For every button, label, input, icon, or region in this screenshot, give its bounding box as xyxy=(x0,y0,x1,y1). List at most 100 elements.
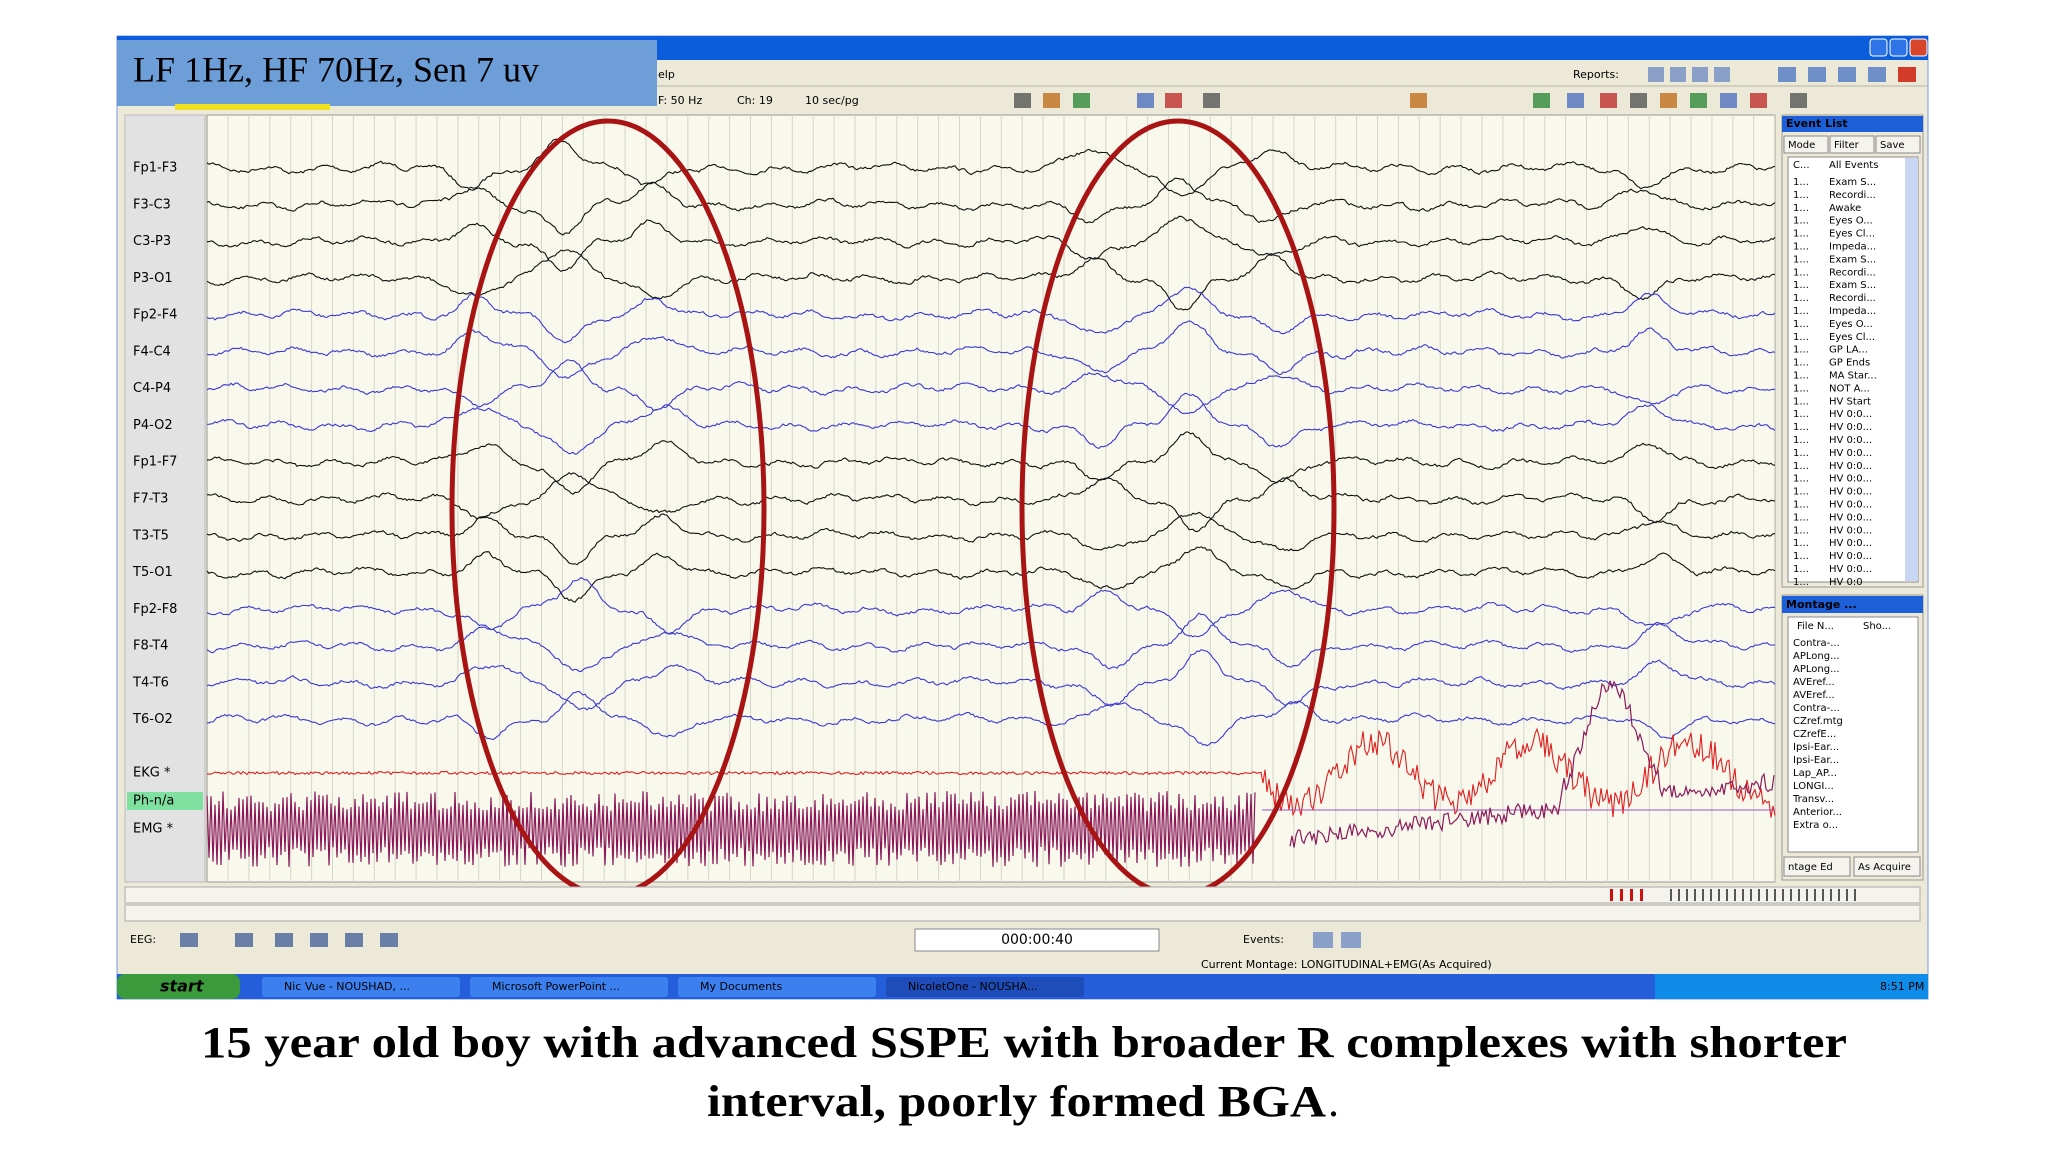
nav-button[interactable] xyxy=(310,933,328,947)
tool-icon[interactable] xyxy=(1137,93,1154,108)
tool-icon[interactable] xyxy=(1720,93,1737,108)
montage-item[interactable]: AVEref... xyxy=(1793,677,1835,688)
montage-item[interactable]: LONGI... xyxy=(1793,781,1834,792)
event-code[interactable]: 1... xyxy=(1793,383,1809,394)
event-code[interactable]: 1... xyxy=(1793,371,1809,382)
event-name[interactable]: Eyes O... xyxy=(1829,319,1873,330)
event-name[interactable]: HV 0:0... xyxy=(1829,409,1872,420)
toolbar-speed[interactable]: 10 sec/pg xyxy=(805,94,859,107)
event-name[interactable]: Eyes O... xyxy=(1829,216,1873,227)
event-name[interactable]: MA Star... xyxy=(1829,371,1877,382)
tool-icon[interactable] xyxy=(1165,93,1182,108)
tool-icon[interactable] xyxy=(1073,93,1090,108)
tool-icon[interactable] xyxy=(1567,93,1584,108)
montage-item[interactable]: Anterior... xyxy=(1793,807,1842,818)
event-name[interactable]: Exam S... xyxy=(1829,177,1876,188)
event-code[interactable]: 1... xyxy=(1793,332,1809,343)
montage-item[interactable]: CZrefE... xyxy=(1793,729,1836,740)
event-code[interactable]: 1... xyxy=(1793,306,1809,317)
tool-icon[interactable] xyxy=(1868,67,1886,82)
task-button[interactable] xyxy=(678,977,876,997)
tool-icon[interactable] xyxy=(1838,67,1856,82)
event-name[interactable]: HV 0:0... xyxy=(1829,551,1872,562)
event-name[interactable]: HV 0:0... xyxy=(1829,564,1872,575)
event-code[interactable]: 1... xyxy=(1793,500,1809,511)
montage-item[interactable]: AVEref... xyxy=(1793,690,1835,701)
event-code[interactable]: 1... xyxy=(1793,487,1809,498)
event-code[interactable]: 1... xyxy=(1793,577,1809,588)
panel-button-label[interactable]: Filter xyxy=(1834,140,1860,151)
task-label[interactable]: Nic Vue - NOUSHAD, ... xyxy=(284,980,410,993)
task-label[interactable]: Microsoft PowerPoint ... xyxy=(492,980,620,993)
nav-button[interactable] xyxy=(180,933,198,947)
event-name[interactable]: NOT A... xyxy=(1829,383,1870,394)
tool-icon[interactable] xyxy=(1043,93,1060,108)
task-label[interactable]: NicoletOne - NOUSHA... xyxy=(908,980,1038,993)
event-name[interactable]: HV 0:0... xyxy=(1829,474,1872,485)
event-name[interactable]: Eyes Cl... xyxy=(1829,332,1875,343)
event-name[interactable]: HV 0:0... xyxy=(1829,435,1872,446)
event-code[interactable]: 1... xyxy=(1793,280,1809,291)
task-button[interactable] xyxy=(886,977,1084,997)
window-button[interactable] xyxy=(1889,38,1908,57)
event-code[interactable]: 1... xyxy=(1793,242,1809,253)
event-name[interactable]: Recordi... xyxy=(1829,267,1876,278)
tool-icon[interactable] xyxy=(1533,93,1550,108)
event-code[interactable]: 1... xyxy=(1793,422,1809,433)
event-name[interactable]: Recordi... xyxy=(1829,190,1876,201)
event-code[interactable]: 1... xyxy=(1793,474,1809,485)
menu-item[interactable]: elp xyxy=(658,68,675,81)
panel-button[interactable] xyxy=(1783,856,1851,877)
event-name[interactable]: Exam S... xyxy=(1829,254,1876,265)
event-code[interactable]: 1... xyxy=(1793,538,1809,549)
event-name[interactable]: Eyes Cl... xyxy=(1829,229,1875,240)
report-icon[interactable] xyxy=(1692,67,1708,82)
tool-icon[interactable] xyxy=(1410,93,1427,108)
start-button[interactable] xyxy=(117,974,240,999)
panel-button-label[interactable]: Save xyxy=(1880,140,1905,151)
panel-button-label[interactable]: Mode xyxy=(1788,140,1815,151)
event-code[interactable]: 1... xyxy=(1793,229,1809,240)
event-name[interactable]: Exam S... xyxy=(1829,280,1876,291)
report-icon[interactable] xyxy=(1648,67,1664,82)
tool-icon[interactable] xyxy=(1014,93,1031,108)
tool-icon[interactable] xyxy=(1750,93,1767,108)
tool-icon[interactable] xyxy=(1790,93,1807,108)
event-name[interactable]: HV 0:0... xyxy=(1829,422,1872,433)
event-code[interactable]: 1... xyxy=(1793,216,1809,227)
montage-item[interactable]: Contra-... xyxy=(1793,703,1840,714)
event-name[interactable]: Impeda... xyxy=(1829,306,1876,317)
event-code[interactable]: 1... xyxy=(1793,448,1809,459)
task-label[interactable]: My Documents xyxy=(700,980,782,993)
nav-button[interactable] xyxy=(235,933,253,947)
event-name[interactable]: Awake xyxy=(1829,203,1861,214)
tool-icon[interactable] xyxy=(1808,67,1826,82)
tool-icon[interactable] xyxy=(1660,93,1677,108)
montage-item[interactable]: APLong... xyxy=(1793,651,1840,662)
panel-button[interactable] xyxy=(1829,135,1875,154)
event-name[interactable]: HV 0:0... xyxy=(1829,500,1872,511)
nav-button[interactable] xyxy=(275,933,293,947)
nav-button[interactable] xyxy=(380,933,398,947)
event-name[interactable]: Recordi... xyxy=(1829,293,1876,304)
start-label[interactable]: start xyxy=(160,977,205,996)
panel-button[interactable] xyxy=(1853,856,1921,877)
toolbar-filter[interactable]: F: 50 Hz xyxy=(658,94,702,107)
tool-icon[interactable] xyxy=(1203,93,1220,108)
montage-item[interactable]: Lap_AP... xyxy=(1793,768,1837,779)
tool-icon[interactable] xyxy=(1778,67,1796,82)
task-button[interactable] xyxy=(470,977,668,997)
event-name[interactable]: HV 0:0... xyxy=(1829,448,1872,459)
event-code[interactable]: 1... xyxy=(1793,319,1809,330)
report-icon[interactable] xyxy=(1714,67,1730,82)
event-name[interactable]: GP LA... xyxy=(1829,345,1868,356)
panel-button[interactable] xyxy=(1875,135,1921,154)
event-code[interactable]: 1... xyxy=(1793,564,1809,575)
event-code[interactable]: 1... xyxy=(1793,409,1809,420)
montage-item[interactable]: Ipsi-Ear... xyxy=(1793,742,1839,753)
scrollbar[interactable] xyxy=(1905,158,1918,581)
panel-button-label[interactable]: ntage Ed xyxy=(1788,862,1833,873)
tool-icon[interactable] xyxy=(1898,67,1916,82)
event-code[interactable]: 1... xyxy=(1793,345,1809,356)
task-button[interactable] xyxy=(262,977,460,997)
